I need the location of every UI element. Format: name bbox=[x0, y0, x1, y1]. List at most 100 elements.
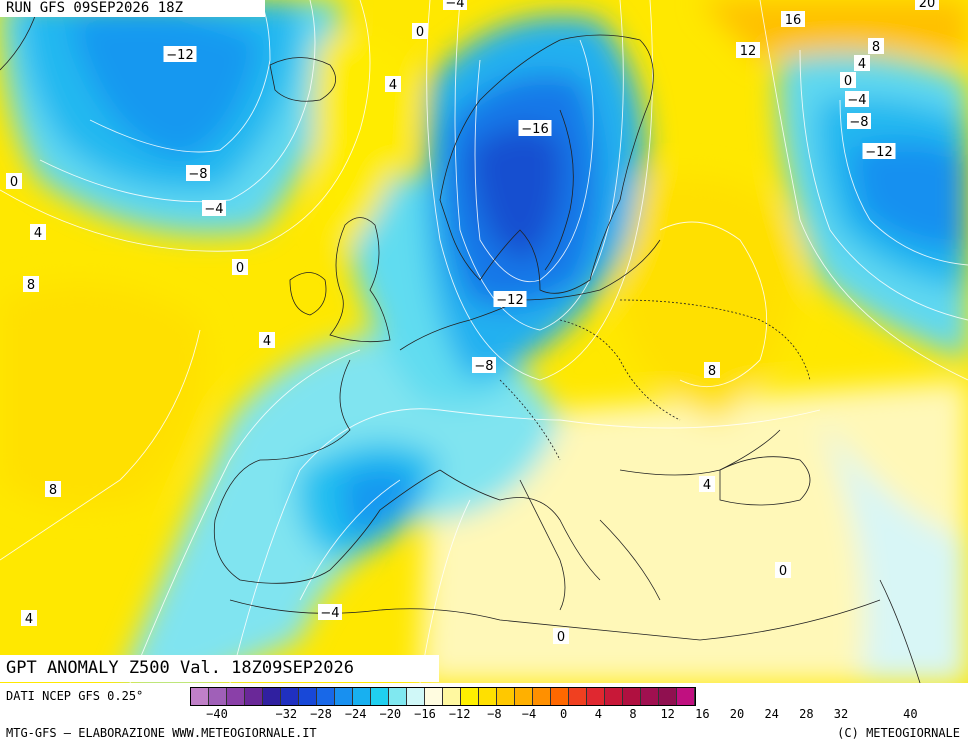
isoline-label-bg bbox=[318, 604, 342, 620]
isoline-label-bg bbox=[186, 165, 210, 181]
isoline-label-bg bbox=[30, 224, 46, 240]
isoline-label: −12 bbox=[496, 293, 523, 308]
color-scale-cell bbox=[299, 688, 317, 705]
color-scale-tick: 20 bbox=[729, 707, 745, 721]
isoline-label-bg bbox=[472, 357, 496, 373]
isoline-label: 0 bbox=[779, 564, 787, 579]
color-scale-cell bbox=[353, 688, 371, 705]
isoline-label: 8 bbox=[27, 278, 35, 293]
isoline-label: 8 bbox=[49, 483, 57, 498]
isoline-label: −4 bbox=[847, 93, 866, 108]
isoline-label: 0 bbox=[10, 175, 18, 190]
isoline-label: 12 bbox=[740, 44, 757, 59]
color-scale-cell bbox=[533, 688, 551, 705]
isoline-label: 0 bbox=[844, 74, 852, 89]
isoline-label: 0 bbox=[557, 630, 565, 645]
color-scale-cell bbox=[317, 688, 335, 705]
color-scale-cell bbox=[641, 688, 659, 705]
isoline-label: 4 bbox=[703, 478, 711, 493]
color-scale-tick: 16 bbox=[695, 707, 710, 721]
color-scale-cell bbox=[443, 688, 461, 705]
color-scale-cell bbox=[389, 688, 407, 705]
color-scale-cell bbox=[335, 688, 353, 705]
isoline-label-bg bbox=[259, 332, 275, 348]
color-scale-cell bbox=[515, 688, 533, 705]
isoline-label-bg bbox=[868, 38, 884, 54]
color-scale-tick: −20 bbox=[379, 707, 402, 721]
color-scale-cell bbox=[191, 688, 209, 705]
isoline-label-bg bbox=[6, 173, 22, 189]
color-scale-tick: 0 bbox=[560, 707, 568, 721]
color-scale-cell bbox=[569, 688, 587, 705]
color-scale-tick: 12 bbox=[660, 707, 675, 721]
isoline-label-bg bbox=[443, 0, 467, 10]
isoline-label-bg bbox=[845, 91, 869, 107]
isoline-label-bg bbox=[862, 143, 896, 159]
color-scale-ticks: −40 −32 −28 −24 −20 −16 −12 −8 −4 0 4 8 12 16 20 24 28 32… bbox=[190, 707, 966, 723]
isoline-label-bg bbox=[736, 42, 760, 58]
isoline-label-bg bbox=[840, 72, 856, 88]
isoline-label-bg bbox=[775, 562, 791, 578]
isoline-label-bg bbox=[45, 481, 61, 497]
isoline-label-bg bbox=[232, 259, 248, 275]
color-scale-tick: 8 bbox=[629, 707, 637, 721]
isoline-label: −4 bbox=[320, 606, 339, 621]
color-scale-tick: −8 bbox=[487, 707, 502, 721]
color-scale-tick: −40 bbox=[206, 707, 228, 721]
isoline-label: −12 bbox=[166, 48, 193, 63]
color-scale-cell bbox=[263, 688, 281, 705]
isoline-label-bg bbox=[202, 200, 226, 216]
isoline-label-bg bbox=[847, 113, 871, 129]
color-scale-cell bbox=[479, 688, 497, 705]
color-scale-tick: −24 bbox=[344, 707, 367, 721]
isoline-label-bg bbox=[493, 291, 527, 307]
color-scale-cell bbox=[425, 688, 443, 705]
color-scale-tick: 40 bbox=[903, 707, 918, 721]
isoline-label-bg bbox=[163, 46, 197, 62]
color-scale-cell bbox=[371, 688, 389, 705]
isoline-label: 0 bbox=[416, 25, 424, 40]
isoline-label: −8 bbox=[188, 167, 207, 182]
color-scale-cell bbox=[209, 688, 227, 705]
isoline-label: 8 bbox=[708, 364, 716, 379]
isoline-label: −16 bbox=[521, 122, 548, 137]
color-scale-cell bbox=[245, 688, 263, 705]
color-scale-cell bbox=[461, 688, 479, 705]
color-scale-cell bbox=[281, 688, 299, 705]
color-scale-cell bbox=[623, 688, 641, 705]
isoline-label: 4 bbox=[389, 78, 397, 93]
isoline-label-bg bbox=[518, 120, 552, 136]
isoline-label-bg bbox=[21, 610, 37, 626]
isoline-label-bg bbox=[781, 11, 805, 27]
isoline-label: 4 bbox=[263, 334, 271, 349]
isoline-label-bg bbox=[553, 628, 569, 644]
color-scale-cell bbox=[587, 688, 605, 705]
isoline-label: 0 bbox=[236, 261, 244, 276]
isoline-label: 4 bbox=[34, 226, 42, 241]
color-scale-tick: 4 bbox=[594, 707, 602, 721]
map-title: GPT ANOMALY Z500 Val. 18Z09SEP2026 bbox=[0, 655, 439, 682]
credit-right: (C) METEOGIORNALE bbox=[837, 726, 960, 740]
isoline-label-bg bbox=[699, 476, 715, 492]
isoline-label: 4 bbox=[858, 57, 866, 72]
isoline-label: −4 bbox=[445, 0, 464, 11]
isoline-label: −12 bbox=[865, 145, 892, 160]
color-scale-tick: −4 bbox=[521, 707, 537, 721]
isoline-label-bg bbox=[704, 362, 720, 378]
color-scale-cell bbox=[677, 688, 695, 705]
color-scale-tick: −12 bbox=[448, 707, 471, 721]
color-scale-tick: −16 bbox=[414, 707, 436, 721]
isoline-label: −8 bbox=[849, 115, 868, 130]
isoline-label: −8 bbox=[474, 359, 493, 374]
isoline-label-bg bbox=[23, 276, 39, 292]
color-scale-tick: −28 bbox=[310, 707, 332, 721]
color-scale-cell bbox=[605, 688, 623, 705]
color-scale-cell bbox=[497, 688, 515, 705]
run-label: RUN GFS 09SEP2026 18Z bbox=[0, 0, 265, 17]
isoline-label-bg bbox=[854, 55, 870, 71]
color-scale-tick: 32 bbox=[833, 707, 849, 721]
color-scale-tick: 28 bbox=[799, 707, 814, 721]
